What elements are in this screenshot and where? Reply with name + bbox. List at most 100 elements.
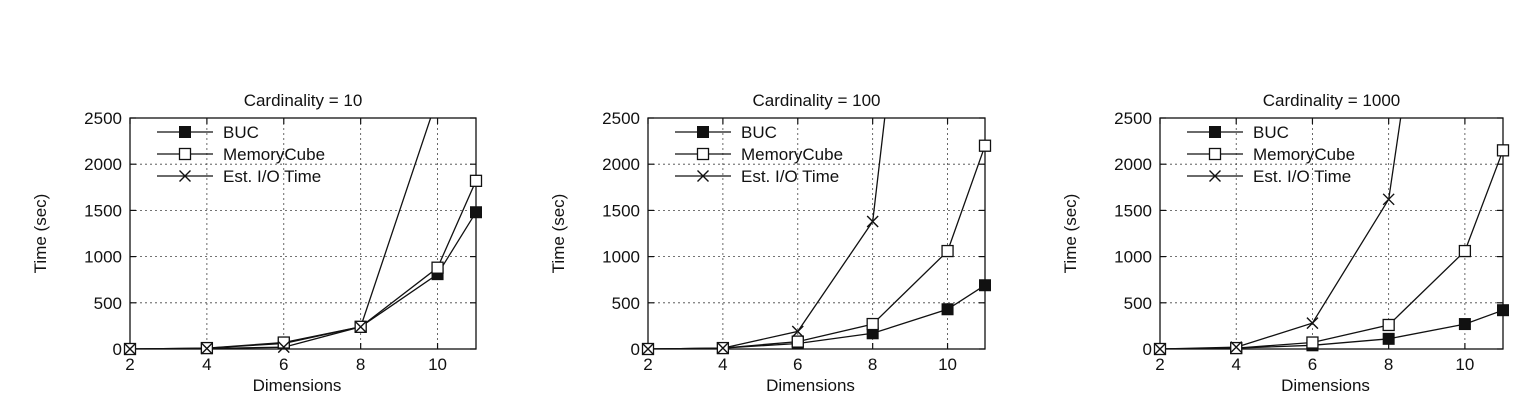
x-axis-label: Dimensions	[766, 376, 855, 395]
y-tick-label: 1500	[602, 201, 640, 220]
legend-label: BUC	[223, 123, 259, 142]
series-line-memorycube	[1160, 150, 1503, 349]
data-point-memorycube	[791, 335, 804, 348]
data-point-est-i-o-time	[1154, 343, 1166, 355]
series-line-buc	[648, 284, 985, 349]
data-point-est-i-o-time	[642, 343, 654, 355]
y-tick-label: 2500	[84, 109, 122, 128]
legend-marker	[1209, 126, 1221, 138]
data-point-est-i-o-time	[200, 342, 213, 355]
legend-label: MemoryCube	[741, 145, 843, 164]
data-point-buc	[941, 303, 954, 316]
y-tick-label: 0	[113, 340, 122, 359]
legend-marker	[178, 147, 192, 161]
data-point-buc	[1382, 332, 1395, 345]
data-point-buc	[1497, 304, 1509, 317]
data-point-est-i-o-time	[277, 341, 290, 354]
series-line-buc	[1160, 309, 1503, 349]
x-tick-label: 10	[428, 355, 447, 374]
legend-marker	[179, 126, 191, 138]
legend: BUC MemoryCube Est. I/O Time	[157, 123, 325, 186]
legend-marker	[179, 170, 191, 182]
data-point-est-i-o-time	[1306, 317, 1319, 330]
x-tick-label: 4	[202, 355, 211, 374]
x-axis-label: Dimensions	[1281, 376, 1370, 395]
y-axis-label: Time (sec)	[1061, 194, 1080, 274]
data-point-memorycube	[1382, 318, 1395, 332]
legend-label: Est. I/O Time	[741, 167, 839, 186]
legend-label: BUC	[741, 123, 777, 142]
data-point-memorycube	[941, 244, 954, 258]
y-tick-label: 1000	[602, 248, 640, 267]
data-point-est-i-o-time	[791, 325, 804, 338]
data-point-memorycube	[469, 174, 483, 187]
y-tick-label: 500	[94, 294, 122, 313]
y-tick-label: 2000	[1114, 155, 1152, 174]
x-tick-label: 10	[1455, 355, 1474, 374]
y-axis-label: Time (sec)	[549, 194, 568, 274]
data-point-memorycube	[431, 261, 444, 274]
legend-label: BUC	[1253, 123, 1289, 142]
data-point-buc	[470, 206, 482, 219]
data-point-est-i-o-time	[354, 320, 367, 333]
x-tick-label: 6	[1308, 355, 1317, 374]
legend-label: MemoryCube	[1253, 145, 1355, 164]
x-tick-label: 8	[868, 355, 877, 374]
data-point-est-i-o-time	[716, 342, 729, 355]
data-point-memorycube	[978, 139, 992, 152]
x-tick-label: 2	[125, 355, 134, 374]
series-line-buc	[130, 211, 476, 349]
data-point-memorycube	[1306, 336, 1319, 349]
data-point-memorycube	[1496, 144, 1510, 157]
legend-marker	[697, 126, 709, 138]
chart-title: Cardinality = 10	[244, 91, 363, 110]
chart-1: 0 500 1000 1500 2000 2500 2 4 6 8 10 Cardinality = …	[31, 91, 483, 395]
data-point-memorycube	[1458, 244, 1472, 258]
y-tick-label: 0	[1143, 340, 1152, 359]
legend-marker	[697, 170, 709, 182]
y-tick-label: 1500	[1114, 201, 1152, 220]
x-tick-label: 4	[718, 355, 727, 374]
chart-2: 0 500 1000 1500 2000 2500 2 4 6 8 10 Cardinality = …	[549, 91, 992, 395]
y-tick-label: 2500	[1114, 109, 1152, 128]
y-tick-label: 2000	[602, 155, 640, 174]
data-point-memorycube	[866, 317, 879, 331]
data-point-est-i-o-time	[866, 215, 879, 228]
x-tick-label: 2	[643, 355, 652, 374]
chart-title: Cardinality = 1000	[1263, 91, 1401, 110]
data-point-buc	[1458, 318, 1471, 331]
x-tick-label: 8	[356, 355, 365, 374]
y-tick-label: 2000	[84, 155, 122, 174]
legend-marker	[1208, 147, 1222, 161]
plot-frame	[1159, 117, 1504, 350]
legend-marker	[696, 147, 710, 161]
x-tick-label: 10	[938, 355, 957, 374]
plot-frame	[129, 117, 477, 350]
data-point-est-i-o-time	[124, 343, 136, 355]
legend: BUC MemoryCube Est. I/O Time	[1187, 123, 1355, 186]
data-point-est-i-o-time	[1382, 193, 1395, 206]
x-axis-label: Dimensions	[253, 376, 342, 395]
data-point-buc	[979, 279, 991, 292]
x-tick-label: 6	[279, 355, 288, 374]
y-axis-label: Time (sec)	[31, 194, 50, 274]
legend-label: Est. I/O Time	[223, 167, 321, 186]
y-tick-label: 0	[631, 340, 640, 359]
y-tick-label: 500	[612, 294, 640, 313]
x-tick-label: 2	[1155, 355, 1164, 374]
legend: BUC MemoryCube Est. I/O Time	[675, 123, 843, 186]
x-tick-label: 4	[1231, 355, 1240, 374]
plot-frame	[647, 117, 986, 350]
y-tick-label: 1000	[1114, 248, 1152, 267]
y-tick-label: 1000	[84, 248, 122, 267]
chart-title: Cardinality = 100	[752, 91, 880, 110]
legend-label: Est. I/O Time	[1253, 167, 1351, 186]
y-tick-label: 1500	[84, 201, 122, 220]
x-tick-label: 6	[793, 355, 802, 374]
chart-3: 0 500 1000 1500 2000 2500 2 4 6 8 10 Cardinality = …	[1061, 91, 1510, 395]
y-tick-label: 2500	[602, 109, 640, 128]
legend-label: MemoryCube	[223, 145, 325, 164]
legend-marker	[1209, 170, 1221, 182]
x-tick-label: 8	[1384, 355, 1393, 374]
